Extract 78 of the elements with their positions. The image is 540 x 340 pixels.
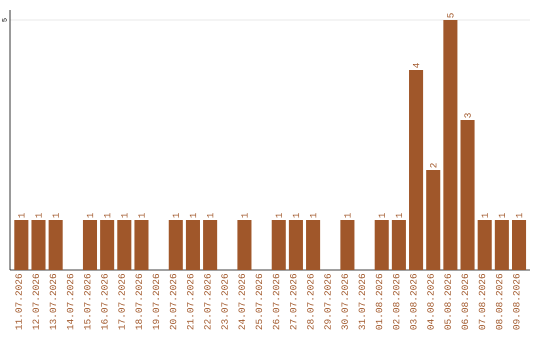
x-tick-label: 04.08.2026 (427, 274, 434, 330)
data-label: 2 (430, 163, 436, 168)
data-label: 1 (241, 213, 248, 218)
data-label: 3 (464, 113, 471, 118)
bar (272, 220, 286, 270)
x-tick-label: 21.07.2026 (187, 274, 194, 330)
data-label: 1 (52, 213, 59, 218)
bar (340, 220, 354, 270)
x-tick-label: 17.07.2026 (118, 274, 125, 330)
x-tick-label: 28.07.2026 (307, 274, 314, 330)
bar (494, 220, 509, 270)
bar (14, 220, 28, 270)
bar (82, 220, 98, 270)
x-tick-label: 12.07.2026 (32, 274, 39, 330)
x-tick-label: 18.07.2026 (136, 274, 142, 330)
bar (460, 120, 475, 270)
x-tick-label: 08.08.2026 (496, 274, 502, 330)
data-label: 1 (292, 213, 300, 218)
bar (168, 220, 183, 270)
data-label: 1 (344, 213, 351, 218)
bar (288, 220, 303, 270)
x-tick-label: 13.07.2026 (50, 274, 56, 330)
bar (478, 220, 492, 270)
bar (117, 220, 132, 270)
bar (100, 220, 114, 270)
x-tick-label: 20.07.2026 (170, 274, 176, 330)
x-tick-label: 30.07.2026 (341, 274, 348, 330)
x-tick-label: 23.07.2026 (221, 274, 228, 330)
bar (306, 220, 320, 270)
x-tick-label: 15.07.2026 (84, 274, 90, 330)
bar (409, 70, 424, 270)
data-label: 1 (482, 213, 488, 218)
data-label: 1 (516, 213, 522, 218)
x-tick-label: 02.08.2026 (392, 274, 400, 330)
bar (374, 220, 389, 270)
data-label: 1 (498, 213, 505, 218)
bar (203, 220, 218, 270)
x-tick-label: 22.07.2026 (204, 274, 211, 330)
bar (31, 220, 46, 270)
data-label: 1 (18, 213, 24, 218)
x-tick-label: 26.07.2026 (272, 274, 280, 330)
data-label: 4 (412, 63, 420, 68)
x-tick-label: 29.07.2026 (324, 274, 331, 330)
x-tick-label: 09.08.2026 (513, 274, 520, 330)
data-label: 1 (378, 213, 385, 218)
x-tick-label: 19.07.2026 (152, 274, 160, 330)
x-tick-label: 31.07.2026 (358, 274, 366, 330)
x-tick-label: 06.08.2026 (462, 274, 468, 330)
x-tick-label: 25.07.2026 (256, 274, 262, 330)
x-tick-label: 05.08.2026 (444, 274, 451, 330)
data-label: 1 (310, 213, 316, 218)
bar (443, 20, 458, 270)
x-tick-label: 01.08.2026 (376, 274, 382, 330)
data-label: 1 (104, 213, 110, 218)
data-label: 5 (447, 13, 454, 18)
bar (134, 220, 148, 270)
x-tick-label: 16.07.2026 (101, 274, 108, 330)
data-label: 1 (276, 213, 282, 218)
data-label: 1 (86, 213, 94, 218)
bar (48, 220, 63, 270)
bar (392, 220, 406, 270)
data-label: 1 (206, 213, 214, 218)
x-tick-label: 27.07.2026 (290, 274, 296, 330)
bar (512, 220, 526, 270)
data-label: 1 (396, 213, 402, 218)
bar (237, 220, 252, 270)
x-tick-label: 07.08.2026 (478, 274, 486, 330)
x-tick-label: 14.07.2026 (66, 274, 74, 330)
x-tick-label: 11.07.2026 (15, 274, 22, 330)
data-label: 1 (35, 213, 42, 218)
x-tick-label: 03.08.2026 (410, 274, 417, 330)
x-tick-label: 24.07.2026 (238, 274, 245, 330)
bar (186, 220, 200, 270)
data-label: 1 (121, 213, 128, 218)
bar (426, 170, 440, 270)
data-label: 1 (138, 213, 145, 218)
data-label: 1 (190, 213, 196, 218)
data-label: 1 (172, 213, 179, 218)
